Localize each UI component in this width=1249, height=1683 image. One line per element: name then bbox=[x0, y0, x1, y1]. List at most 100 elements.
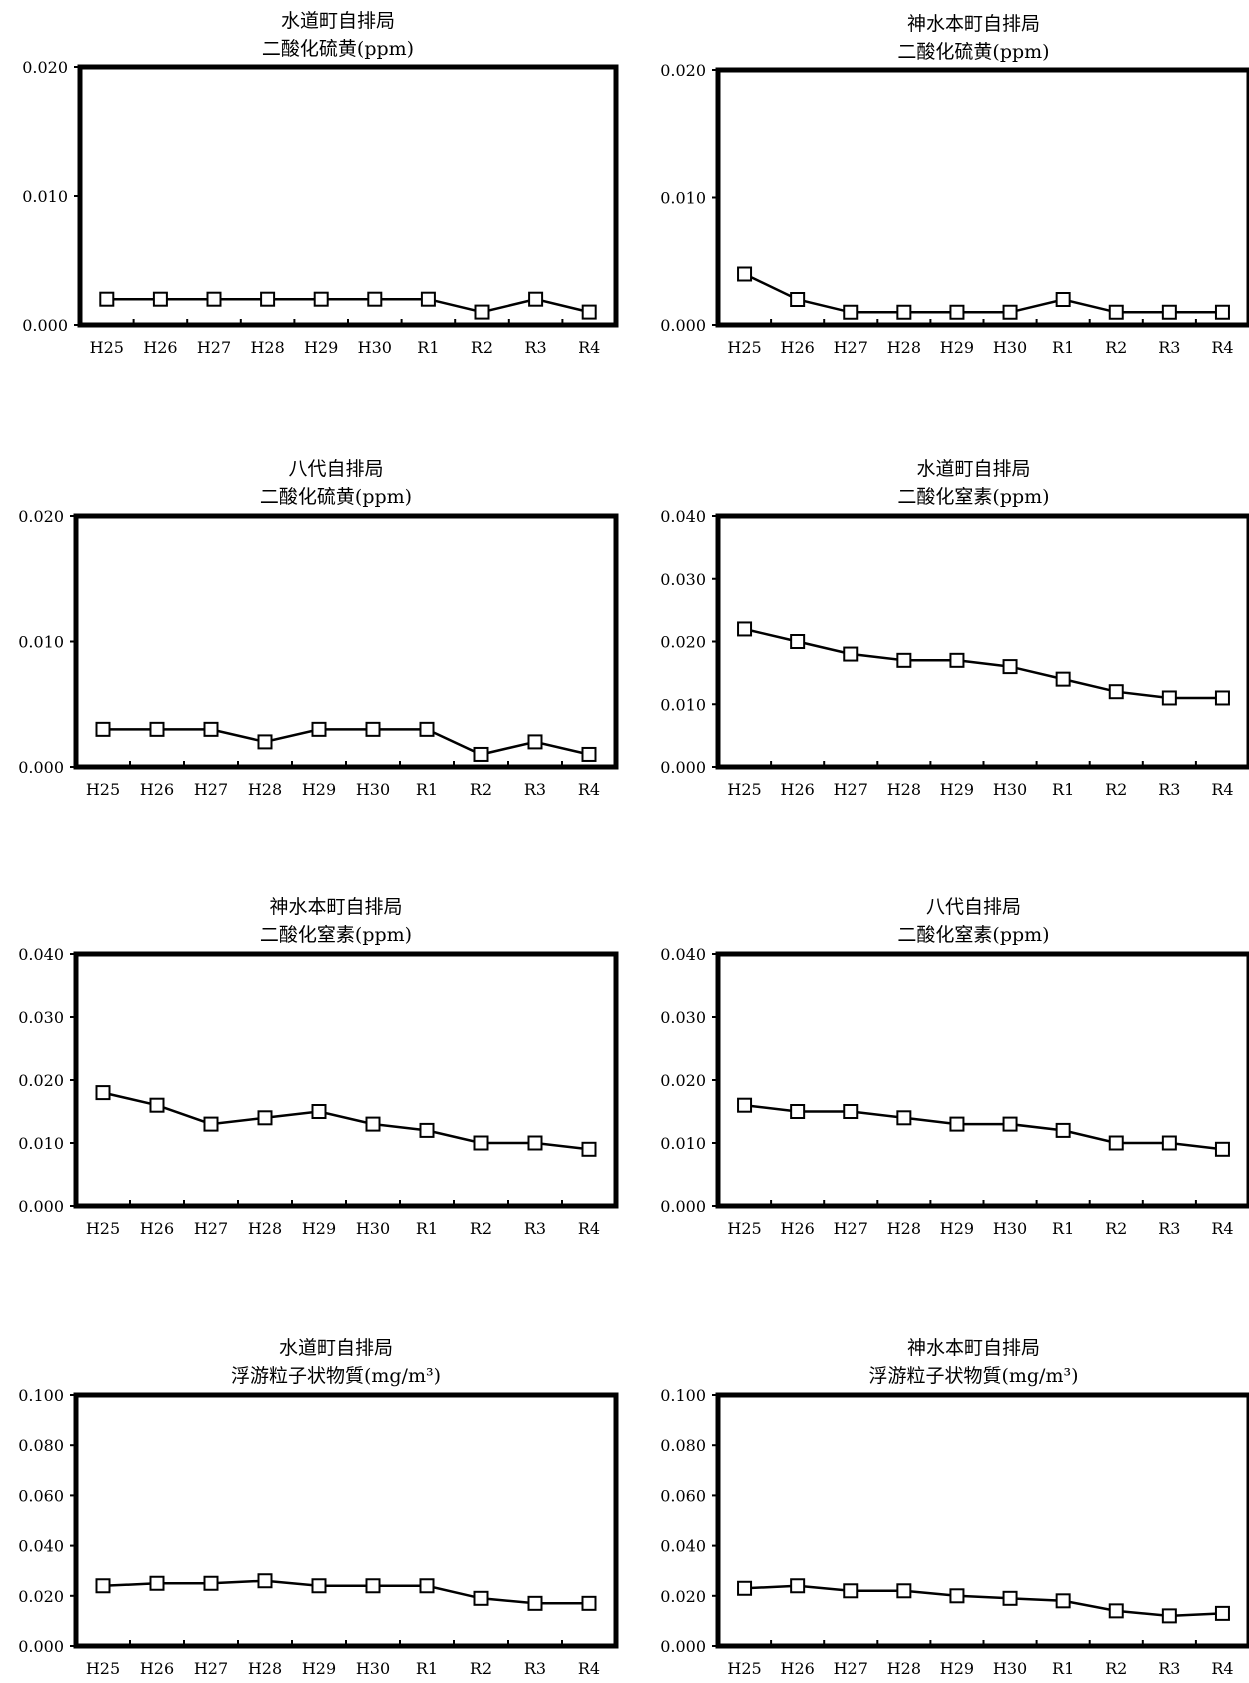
x-tick-label: R3 bbox=[524, 1219, 546, 1238]
series-line bbox=[744, 1103, 1223, 1151]
data-point bbox=[1108, 304, 1124, 320]
x-tick-label: R2 bbox=[1105, 1659, 1127, 1678]
chart-subtitle: 二酸化硫黄(ppm) bbox=[260, 486, 412, 508]
y-tick-label: 0.020 bbox=[18, 507, 64, 526]
y-tick-label: 0.000 bbox=[18, 758, 64, 777]
series-line bbox=[102, 1579, 589, 1605]
data-point bbox=[260, 291, 276, 307]
x-tick-label: H30 bbox=[356, 1659, 390, 1678]
x-tick-label: R4 bbox=[578, 338, 600, 357]
data-point bbox=[419, 1122, 435, 1138]
data-point bbox=[1002, 1590, 1018, 1606]
y-tick-label: 0.000 bbox=[660, 1637, 706, 1656]
y-tick-label: 0.020 bbox=[18, 1587, 64, 1606]
plot-frame bbox=[715, 1392, 1249, 1649]
data-point bbox=[365, 721, 381, 737]
x-tick-label: H26 bbox=[143, 338, 177, 357]
x-tick-label: H25 bbox=[727, 1219, 761, 1238]
chart-title: 神水本町自排局 bbox=[907, 1337, 1040, 1359]
x-tick-label: R1 bbox=[416, 1659, 438, 1678]
x-tick-label: H27 bbox=[194, 780, 228, 799]
y-tick-label: 0.100 bbox=[660, 1386, 706, 1405]
x-tick-label: H25 bbox=[727, 1659, 761, 1678]
y-tick-label: 0.060 bbox=[660, 1486, 706, 1505]
chart-subtitle: 二酸化硫黄(ppm) bbox=[262, 38, 414, 60]
y-tick-label: 0.080 bbox=[18, 1436, 64, 1455]
x-tick-label: H27 bbox=[194, 1219, 228, 1238]
data-point bbox=[257, 734, 273, 750]
data-point bbox=[1002, 659, 1018, 675]
data-point bbox=[473, 1590, 489, 1606]
chart-subtitle: 二酸化窒素(ppm) bbox=[897, 486, 1049, 508]
x-tick-label: H29 bbox=[302, 1659, 336, 1678]
x-tick-label: R2 bbox=[471, 338, 493, 357]
y-tick-label: 0.040 bbox=[660, 945, 706, 964]
data-point bbox=[790, 1578, 806, 1594]
x-tick-label: R4 bbox=[1211, 1659, 1233, 1678]
x-tick-label: H26 bbox=[780, 780, 814, 799]
x-tick-label: H28 bbox=[248, 780, 282, 799]
x-tick-label: H28 bbox=[248, 1659, 282, 1678]
x-tick-label: R1 bbox=[1052, 338, 1074, 357]
data-point bbox=[419, 1578, 435, 1594]
series-line bbox=[744, 1584, 1223, 1618]
series-line bbox=[103, 728, 590, 756]
x-tick-label: H25 bbox=[727, 338, 761, 357]
x-tick-label: H28 bbox=[887, 1659, 921, 1678]
data-point bbox=[896, 652, 912, 668]
x-tick-label: H29 bbox=[304, 338, 338, 357]
x-tick-label: H25 bbox=[86, 1659, 120, 1678]
series-line bbox=[106, 297, 590, 314]
x-tick-label: R2 bbox=[470, 1659, 492, 1678]
x-tick-label: R4 bbox=[578, 780, 600, 799]
x-tick-label: H28 bbox=[248, 1219, 282, 1238]
plot-frame bbox=[715, 513, 1249, 770]
data-point bbox=[949, 1588, 965, 1604]
data-point bbox=[843, 646, 859, 662]
plot-frame bbox=[715, 67, 1249, 328]
chart-title: 水道町自排局 bbox=[916, 458, 1030, 480]
data-point bbox=[896, 1583, 912, 1599]
x-tick-label: H30 bbox=[358, 338, 392, 357]
x-tick-label: R3 bbox=[1158, 1659, 1180, 1678]
x-tick-label: H30 bbox=[993, 780, 1027, 799]
x-tick-label: R3 bbox=[524, 338, 546, 357]
x-tick-label: H25 bbox=[86, 780, 120, 799]
data-point bbox=[896, 1110, 912, 1126]
data-point bbox=[1161, 1608, 1177, 1624]
series-line bbox=[744, 627, 1223, 700]
data-point bbox=[152, 291, 168, 307]
data-point bbox=[1214, 304, 1230, 320]
data-point bbox=[737, 621, 753, 637]
data-point bbox=[949, 1116, 965, 1132]
x-tick-label: H26 bbox=[140, 1659, 174, 1678]
chart-title: 神水本町自排局 bbox=[269, 896, 402, 918]
chart-title: 水道町自排局 bbox=[279, 1337, 393, 1359]
x-tick-label: H28 bbox=[887, 1219, 921, 1238]
y-tick-label: 0.000 bbox=[18, 1197, 64, 1216]
x-tick-label: H27 bbox=[834, 780, 868, 799]
data-point bbox=[420, 291, 436, 307]
data-point bbox=[474, 304, 490, 320]
data-point bbox=[1002, 1116, 1018, 1132]
x-tick-label: R1 bbox=[416, 1219, 438, 1238]
x-tick-label: R4 bbox=[1211, 780, 1233, 799]
y-tick-label: 0.060 bbox=[18, 1486, 64, 1505]
y-tick-label: 0.000 bbox=[660, 758, 706, 777]
data-point bbox=[581, 304, 597, 320]
x-tick-label: R4 bbox=[578, 1219, 600, 1238]
y-tick-label: 0.010 bbox=[660, 1134, 706, 1153]
x-tick-label: H29 bbox=[940, 1659, 974, 1678]
y-tick-label: 0.020 bbox=[660, 61, 706, 80]
y-tick-label: 0.030 bbox=[660, 1008, 706, 1027]
data-point bbox=[203, 721, 219, 737]
data-point bbox=[311, 1578, 327, 1594]
x-tick-label: R1 bbox=[1052, 1219, 1074, 1238]
data-point bbox=[790, 634, 806, 649]
y-tick-label: 0.030 bbox=[18, 1008, 64, 1027]
x-tick-label: H28 bbox=[250, 338, 284, 357]
data-point bbox=[581, 1141, 597, 1157]
plot-frame bbox=[77, 64, 619, 328]
x-tick-label: H30 bbox=[356, 1219, 390, 1238]
